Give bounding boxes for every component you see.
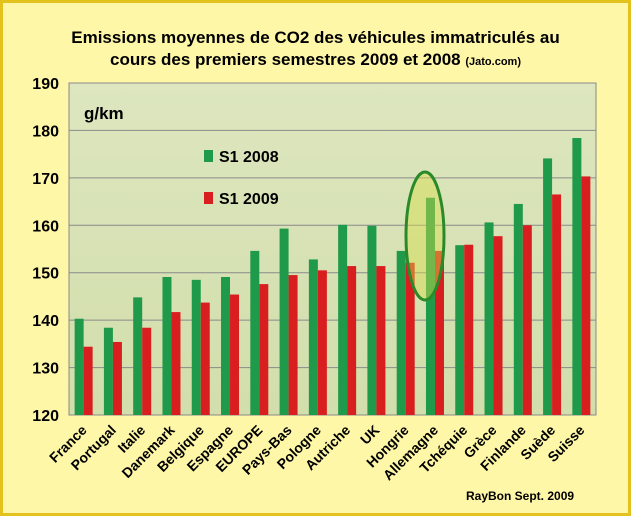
bar-s1-2008 [103, 327, 113, 415]
y-tick-label: 160 [32, 218, 59, 235]
bar-s1-2008 [162, 276, 172, 415]
y-tick-label: 190 [32, 76, 59, 93]
bar-s1-2009 [493, 236, 503, 415]
bar-s1-2009 [230, 294, 240, 415]
bar-s1-2009 [112, 341, 122, 415]
bar-s1-2009 [581, 176, 591, 415]
bar-s1-2008 [221, 276, 231, 415]
bar-s1-2009 [405, 262, 415, 415]
bar-s1-2009 [259, 284, 269, 415]
bar-s1-2009 [200, 302, 210, 415]
legend-label-2008: S1 2008 [219, 149, 279, 166]
legend-swatch-2009 [204, 192, 213, 204]
bar-s1-2009 [464, 244, 474, 415]
bar-s1-2009 [434, 250, 444, 415]
plot-area [68, 82, 597, 416]
y-tick-label: 120 [32, 408, 59, 425]
bar-s1-2008 [425, 197, 435, 415]
bar-s1-2009 [288, 275, 298, 415]
y-tick-label: 150 [32, 266, 59, 283]
bar-s1-2008 [250, 250, 260, 415]
bar-s1-2008 [308, 259, 318, 415]
bar-s1-2008 [455, 245, 465, 415]
chart-credit: RayBon Sept. 2009 [466, 489, 574, 503]
title-line-2-text: cours des premiers semestres 2009 et 200… [110, 50, 461, 69]
bar-s1-2009 [142, 327, 152, 415]
y-tick-label: 140 [32, 313, 59, 330]
title-line-2: cours des premiers semestres 2009 et 200… [3, 49, 628, 73]
bar-s1-2009 [171, 312, 181, 415]
bar-s1-2008 [338, 224, 348, 415]
title-source: (Jato.com) [465, 56, 521, 68]
bar-s1-2008 [133, 297, 143, 415]
bar-s1-2009 [347, 266, 357, 415]
legend-swatch-2008 [204, 150, 213, 162]
y-tick-label: 180 [32, 123, 59, 140]
bar-s1-2009 [522, 225, 532, 415]
legend-label-2009: S1 2009 [219, 191, 279, 208]
highlight-ellipse [404, 170, 446, 302]
y-tick-label: 170 [32, 171, 59, 188]
y-tick-label: 130 [32, 361, 59, 378]
bar-s1-2009 [317, 270, 327, 415]
y-axis-unit: g/km [84, 104, 124, 123]
bar-s1-2008 [191, 279, 201, 415]
bar-s1-2008 [367, 225, 377, 415]
chart-title: Emissions moyennes de CO2 des véhicules … [3, 27, 628, 73]
bar-s1-2008 [572, 138, 582, 415]
bar-s1-2009 [376, 266, 386, 415]
bar-s1-2008 [484, 222, 494, 415]
bar-s1-2008 [74, 318, 84, 415]
bar-s1-2008 [396, 250, 406, 415]
bar-s1-2008 [279, 228, 289, 415]
bar-s1-2008 [543, 158, 553, 415]
bar-s1-2009 [552, 194, 562, 415]
bar-s1-2009 [83, 346, 93, 415]
title-line-1: Emissions moyennes de CO2 des véhicules … [71, 28, 560, 47]
bar-s1-2008 [513, 203, 523, 415]
